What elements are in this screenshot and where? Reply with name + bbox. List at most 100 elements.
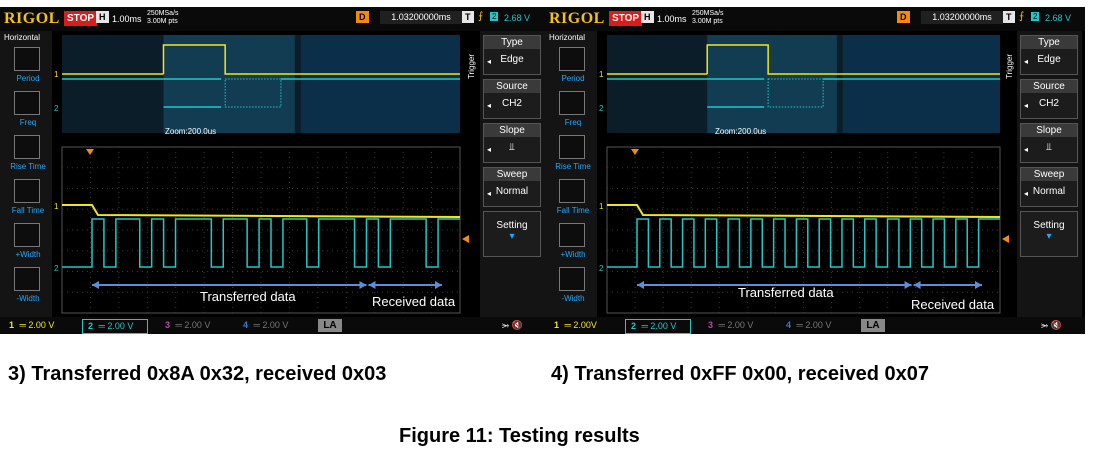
horizontal-label: H (96, 11, 109, 23)
channel-3-scale[interactable]: 3 ═ 2.00 V (707, 320, 754, 330)
left-arrow-icon: ◂ (1024, 101, 1029, 110)
ch2-serial-trace (607, 218, 1000, 268)
trigger-position-icon (631, 149, 639, 155)
trigger-slope-button[interactable]: Slope ⫫ ◂ (483, 123, 541, 163)
channel-bar: 1 ═ 2.00 V 2 ═ 2.00 V 3 ═ 2.00 V 4 ═ 2.0… (0, 317, 545, 334)
ch2-marker: 2 (54, 104, 59, 113)
arrow-head-icon (913, 281, 921, 289)
channel-2-scale[interactable]: 2 ═ 2.00 V (625, 319, 692, 334)
left-arrow-icon: ◂ (487, 101, 492, 110)
subcaption-3: 3) Transferred 0x8A 0x32, received 0x03 (8, 363, 387, 385)
measure-pos-width-button[interactable]: +Width (6, 223, 50, 267)
measure-fall-time-button[interactable]: Fall Time (6, 179, 50, 223)
horizontal-menu-title: Horizontal (4, 33, 41, 42)
left-arrow-icon: ◂ (1024, 189, 1029, 198)
trigger-level: 2.68 V (504, 13, 531, 23)
measure-period-button[interactable]: Period (551, 47, 595, 91)
measure-freq-button[interactable]: Freq (551, 91, 595, 135)
ch2-marker: 2 (599, 104, 604, 113)
trigger-tab[interactable]: Trigger (467, 53, 476, 79)
trigger-slope-button[interactable]: Slope ⫫ ◂ (1020, 123, 1078, 163)
trigger-tab[interactable]: Trigger (1005, 53, 1014, 79)
ch2-overview-burst (767, 78, 824, 108)
channel-3-scale[interactable]: 3 ═ 2.00 V (164, 320, 211, 330)
timebase-value: 1.00ms (657, 14, 687, 24)
channel-1-scale[interactable]: 1 ═ 2.00V (553, 320, 597, 330)
channel-4-scale[interactable]: 4 ═ 2.00 V (242, 320, 289, 330)
ch1-marker: 1 (54, 202, 59, 211)
top-status-bar: RIGOL STOP H 1.00ms 250MSa/s 3.00M pts D … (545, 7, 1085, 31)
period-icon (14, 47, 40, 71)
arrow-head-icon (637, 281, 644, 289)
trigger-channel-badge: 2 (490, 12, 499, 21)
run-stop-badge[interactable]: STOP (609, 11, 643, 26)
horizontal-menu: Horizontal Period Freq Rise Time Fall Ti… (545, 31, 597, 317)
trigger-type-button[interactable]: Type Edge ◂ (1020, 35, 1078, 75)
freq-icon (559, 91, 585, 115)
measure-freq-button[interactable]: Freq (6, 91, 50, 135)
trigger-position-icon (86, 149, 94, 155)
pos-width-icon (559, 223, 585, 247)
measure-fall-time-button[interactable]: Fall Time (551, 179, 595, 223)
channel-4-scale[interactable]: 4 ═ 2.00 V (785, 320, 832, 330)
ch1-marker: 1 (54, 70, 59, 79)
trigger-type-button[interactable]: Type Edge ◂ (483, 35, 541, 75)
ch2-serial-trace (62, 218, 460, 268)
measure-period-button[interactable]: Period (6, 47, 50, 91)
sample-info: 250MSa/s 3.00M pts (692, 10, 724, 25)
oscilloscope-screenshot-3: 1 2 1 2 RIGOL STOP H 1.00ms 250MSa/s 3.00M p… (0, 7, 545, 334)
trigger-setting-button[interactable]: Setting ▾ (1020, 211, 1078, 257)
ch1-overview-pulse (706, 44, 1000, 75)
zoom-window-region (163, 35, 295, 133)
trigger-slope-icon: ⨍ (478, 11, 484, 22)
arrow-head-icon (92, 281, 99, 289)
channel-bar: 1 ═ 2.00V 2 ═ 2.00 V 3 ═ 2.00 V 4 ═ 2.00… (545, 317, 1085, 334)
horizontal-menu-title: Horizontal (549, 33, 586, 42)
arrow-head-icon (368, 281, 376, 289)
trigger-label: T (462, 11, 474, 23)
arrow-head-icon (975, 281, 982, 289)
trigger-source-button[interactable]: Source CH2 ◂ (483, 79, 541, 119)
measure-rise-time-button[interactable]: Rise Time (551, 135, 595, 179)
arrow-head-icon (904, 281, 912, 289)
zoom-label: Zoom:200.0us (715, 127, 767, 136)
rise-time-icon (14, 135, 40, 159)
measure-neg-width-button[interactable]: -Width (6, 267, 50, 311)
trigger-sweep-button[interactable]: Sweep Normal ◂ (483, 167, 541, 207)
trigger-setting-button[interactable]: Setting ▾ (483, 211, 541, 257)
figure-caption: Figure 11: Testing results (399, 425, 640, 447)
run-stop-badge[interactable]: STOP (64, 11, 98, 26)
logic-analyzer-button[interactable]: LA (861, 319, 885, 332)
trigger-sweep-button[interactable]: Sweep Normal ◂ (1020, 167, 1078, 207)
arrow-head-icon (435, 281, 442, 289)
channel-1-scale[interactable]: 1 ═ 2.00 V (8, 320, 55, 330)
ch2-marker: 2 (54, 264, 59, 273)
trigger-source-button[interactable]: Source CH2 ◂ (1020, 79, 1078, 119)
measure-neg-width-button[interactable]: -Width (551, 267, 595, 311)
measure-pos-width-button[interactable]: +Width (551, 223, 595, 267)
logic-analyzer-button[interactable]: LA (318, 319, 342, 332)
received-data-label: Received data (911, 297, 995, 312)
waveform-display: 1 2 1 2 (599, 35, 1009, 314)
trigger-channel-badge: 2 (1031, 12, 1040, 21)
left-arrow-icon: ◂ (487, 189, 492, 198)
waveform-display: 1 2 1 2 (54, 35, 469, 314)
trigger-label: T (1003, 11, 1015, 23)
ch1-zoom-trace (62, 204, 461, 218)
subcaption-4: 4) Transferred 0xFF 0x00, received 0x07 (551, 363, 930, 385)
timebase-value: 1.00ms (112, 14, 142, 24)
fall-time-icon (559, 179, 585, 203)
ch1-marker: 1 (599, 70, 604, 79)
ch2-overview-burst (224, 78, 282, 108)
measure-rise-time-button[interactable]: Rise Time (6, 135, 50, 179)
rigol-logo: RIGOL (4, 10, 60, 27)
left-arrow-icon: ◂ (1024, 145, 1029, 154)
usb-sound-icon: ⭃ 🔇 (502, 320, 523, 330)
arrow-head-icon (359, 281, 367, 289)
trigger-level-icon (1002, 235, 1009, 243)
ch1-marker: 1 (599, 202, 604, 211)
horizontal-label: H (641, 11, 654, 23)
channel-2-scale[interactable]: 2 ═ 2.00 V (82, 319, 149, 334)
left-arrow-icon: ◂ (487, 145, 492, 154)
oscilloscope-screenshot-4: 1 2 1 2 RIGOL STOP H 1.00ms 250MSa/s 3.00M p… (545, 7, 1085, 334)
